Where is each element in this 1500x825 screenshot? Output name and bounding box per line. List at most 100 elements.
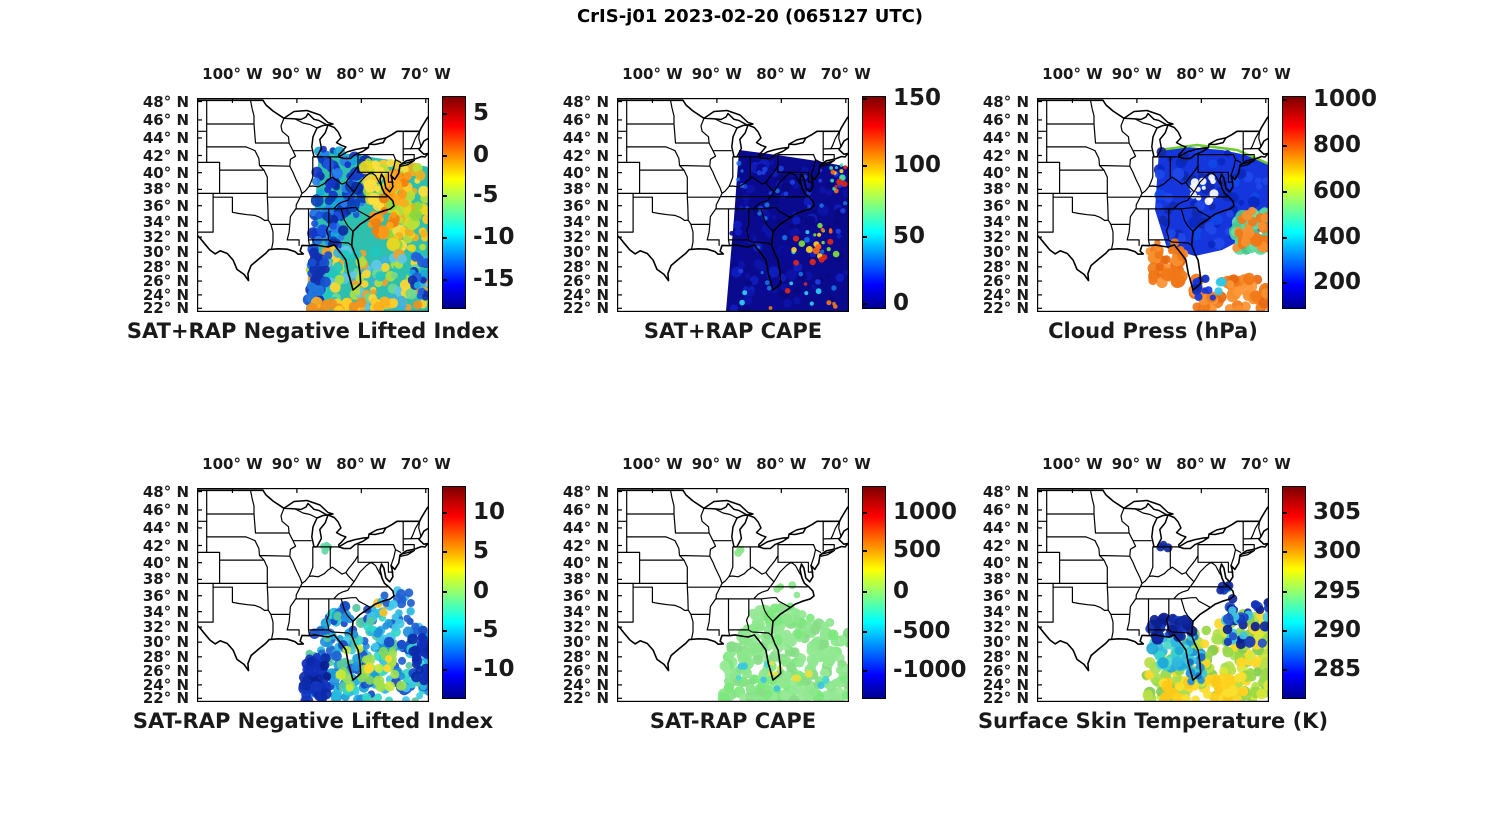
y-tick-label: 48° N [562,92,609,111]
colorbar-tick [442,551,447,554]
x-tick-label: 90° W [1111,65,1162,83]
colorbar-tick [862,302,867,305]
y-tick-label: 30° N [562,633,609,652]
figure-title: CrIS-j01 2023-02-20 (065127 UTC) [576,6,924,27]
y-tick-label: 36° N [562,196,609,215]
x-tick-label: 70° W [1240,455,1291,473]
x-tick-label: 90° W [691,65,742,83]
colorbar-tick [1282,551,1287,554]
y-tick-label: 44° N [142,128,189,147]
y-tick-label: 44° N [982,128,1029,147]
colorbar-tick-label: 295 [1313,577,1362,604]
x-tick-label: 90° W [271,455,322,473]
colorbar-tick-label: 305 [1313,499,1362,526]
y-tick-label: 24° N [982,285,1029,304]
y-tick-label: 46° N [142,110,189,129]
y-tick-label: 26° N [142,272,189,291]
y-tick-label: 26° N [562,272,609,291]
colorbar-tick [1282,512,1287,515]
colorbar-tick-label: 800 [1313,132,1362,158]
y-tick-label: 32° N [562,228,609,247]
y-tick-label: 48° N [562,482,609,501]
y-tick-label: 24° N [142,285,189,304]
colorbar-tick-label: -10 [473,224,515,251]
colorbar-tick [862,236,867,239]
y-tick-label: 38° N [142,570,189,589]
y-tick-label: 22° N [562,689,609,708]
x-tick-label: 90° W [691,455,742,473]
colorbar-tick [442,512,447,515]
y-tick-label: 22° N [982,689,1029,708]
data-layer [1145,143,1269,312]
y-tick-label: 32° N [142,228,189,247]
y-tick-label: 30° N [142,633,189,652]
data-layer [726,150,849,312]
y-tick-label: 34° N [142,602,189,621]
data-layer [302,145,429,312]
y-tick-label: 36° N [982,196,1029,215]
y-tick-label: 28° N [142,647,189,666]
y-tick-label: 22° N [142,299,189,318]
y-tick-label: 26° N [982,272,1029,291]
map-plot-sat-rap-negative-lifted-index [197,488,429,702]
axis-ticks [197,98,427,309]
colorbar-tick [442,629,447,632]
y-tick-label: 44° N [562,128,609,147]
colorbar-tick [1282,629,1287,632]
y-tick-label: 38° N [982,180,1029,199]
colorbar-tick-label: 150 [893,85,942,112]
y-tick-label: 40° N [562,163,609,182]
colorbar-tick-label: -15 [473,265,515,292]
colorbar-tick-label: 5 [473,538,490,565]
y-tick-label: 26° N [982,662,1029,681]
x-tick-label: 80° W [1176,455,1227,473]
y-tick-label: 28° N [142,257,189,276]
colorbar-tick [442,590,447,593]
x-tick-label: 80° W [1176,65,1227,83]
axis-ticks [617,488,847,699]
y-tick-label: 28° N [562,647,609,666]
colorbar-tick-label: 0 [473,577,490,604]
colorbar-tick-label: 200 [1313,269,1362,296]
colorbar-tick [862,669,867,672]
colorbar-tick-label: 600 [1313,177,1362,204]
axis-ticks [617,98,847,309]
y-tick-label: 28° N [982,257,1029,276]
colorbar-tick [862,164,867,167]
colorbar-tick-label: 1000 [1313,86,1378,113]
y-tick-label: 22° N [982,299,1029,318]
colorbar-tick [1282,145,1287,147]
x-tick-label: 70° W [820,455,871,473]
y-tick-label: 42° N [142,536,189,555]
colorbar-sat-rap-cape [862,486,886,699]
colorbar-tick-label: 400 [1313,223,1362,250]
y-tick-label: 30° N [982,633,1029,652]
colorbar-tick [1282,668,1287,671]
colorbar-cloud-press-hpa [1282,96,1306,309]
colorbar-tick [1282,282,1287,285]
axes-frame [1037,488,1269,702]
axes-frame [617,488,849,702]
panel-title-sat-rap-negative-lifted-index: SAT-RAP Negative Lifted Index [132,709,494,733]
colorbar-tick-label: -5 [473,616,499,643]
axes-frame [197,488,429,702]
colorbar-tick [862,550,867,553]
y-tick-label: 46° N [562,500,609,519]
colorbar-tick [1282,590,1287,593]
y-tick-label: 48° N [982,482,1029,501]
colorbar-tick-label: -1000 [893,656,967,683]
y-tick-label: 48° N [142,92,189,111]
colorbar-tick [442,155,447,158]
y-tick-label: 38° N [982,570,1029,589]
y-tick-label: 36° N [562,586,609,605]
x-tick-label: 70° W [400,65,451,83]
y-tick-label: 32° N [982,228,1029,247]
y-tick-label: 40° N [982,163,1029,182]
y-tick-label: 42° N [562,146,609,165]
map-plot-cloud-press-hpa [1037,98,1269,312]
axes-frame [1037,98,1269,312]
y-tick-label: 44° N [982,518,1029,537]
y-tick-label: 28° N [982,647,1029,666]
axis-ticks [197,488,427,699]
colorbar-tick [1282,236,1287,239]
